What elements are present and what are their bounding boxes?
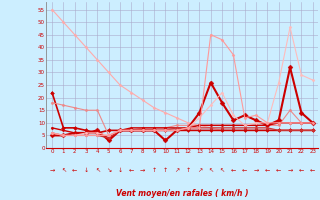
- Text: Vent moyen/en rafales ( km/h ): Vent moyen/en rafales ( km/h ): [116, 189, 249, 198]
